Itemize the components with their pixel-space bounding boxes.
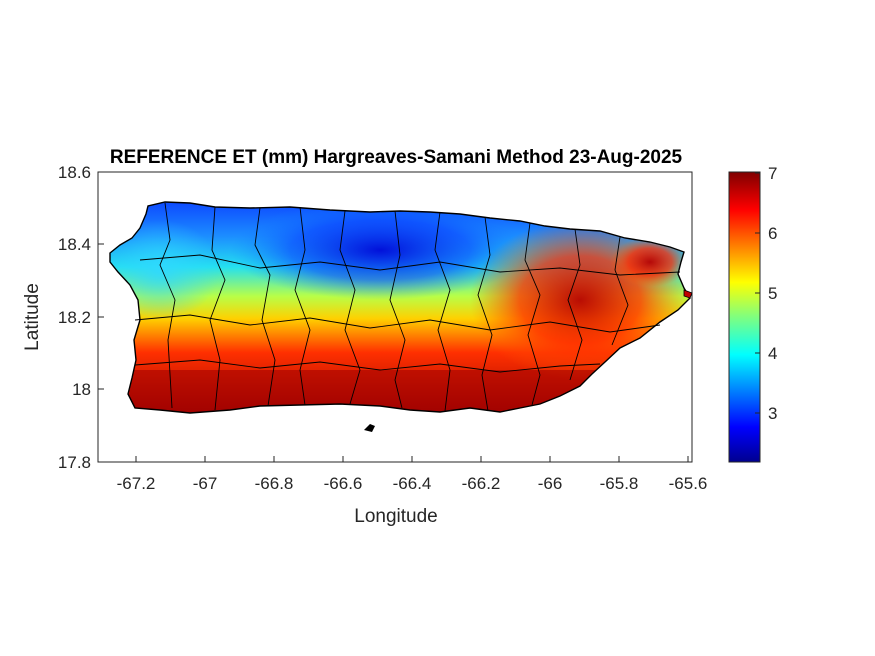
x-axis [135, 456, 689, 462]
municipality-boundaries [134, 202, 681, 412]
x-tick-label: -66 [538, 474, 563, 493]
x-tick-label: -66.4 [393, 474, 432, 493]
colorbar [728, 171, 761, 463]
colorbar-tick-label: 7 [768, 164, 777, 183]
chart-title: REFERENCE ET (mm) Hargreaves-Samani Meth… [110, 147, 683, 168]
island-coastline [109, 201, 691, 414]
colorbar-tick-label: 3 [768, 404, 777, 423]
y-tick-label: 18.4 [58, 235, 91, 254]
colorbar-tick-label: 6 [768, 224, 777, 243]
y-tick-label: 17.8 [58, 453, 91, 472]
y-tick-label: 18.2 [58, 308, 91, 327]
y-tick-label: 18 [72, 380, 91, 399]
x-tick-label: -65.6 [669, 474, 708, 493]
et-north-cool-zone [230, 202, 530, 300]
y-tick-label: 18.6 [58, 163, 91, 182]
x-tick-label: -66.8 [255, 474, 294, 493]
y-axis [98, 171, 104, 463]
colorbar-tick-label: 5 [768, 284, 777, 303]
x-tick-label: -66.2 [462, 474, 501, 493]
x-axis-label: Longitude [354, 506, 437, 527]
x-tick-label: -67 [193, 474, 218, 493]
y-axis-label: Latitude [22, 283, 43, 351]
x-tick-label: -65.8 [600, 474, 639, 493]
x-tick-label: -66.6 [324, 474, 363, 493]
x-tick-label: -67.2 [117, 474, 156, 493]
colorbar-tick-label: 4 [768, 344, 777, 363]
vieques-fragment [683, 289, 693, 299]
caja-de-muertos-island [364, 424, 375, 432]
colorbar-ticks [755, 172, 760, 414]
